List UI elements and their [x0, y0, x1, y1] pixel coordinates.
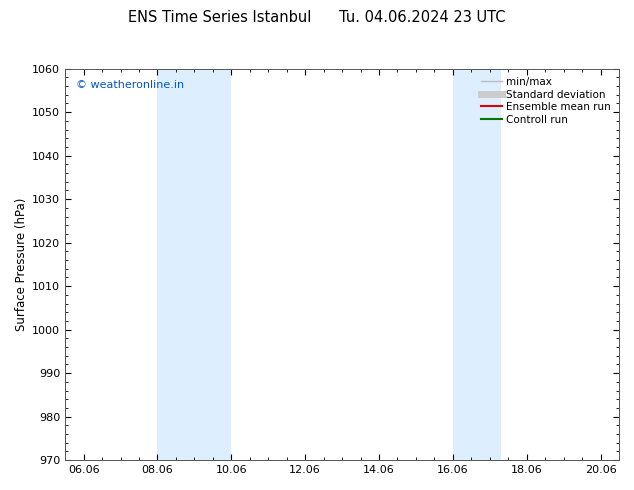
Text: © weatheronline.in: © weatheronline.in: [76, 80, 184, 90]
Legend: min/max, Standard deviation, Ensemble mean run, Controll run: min/max, Standard deviation, Ensemble me…: [478, 74, 614, 128]
Bar: [453, 69, 501, 460]
Text: ENS Time Series Istanbul      Tu. 04.06.2024 23 UTC: ENS Time Series Istanbul Tu. 04.06.2024 …: [128, 10, 506, 25]
Bar: [157, 69, 231, 460]
Y-axis label: Surface Pressure (hPa): Surface Pressure (hPa): [15, 197, 28, 331]
